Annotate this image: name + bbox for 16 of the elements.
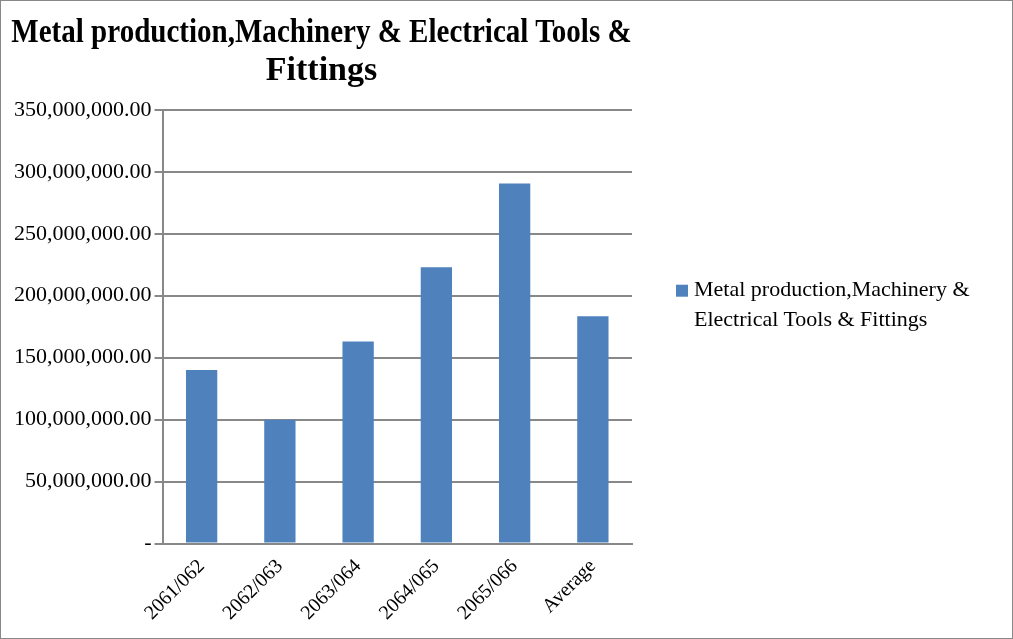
bar — [185, 370, 218, 543]
bar — [498, 183, 531, 543]
bar — [264, 419, 296, 543]
chart-title: Metal production,Machinery & Electrical Tools & Fittings — [11, 12, 632, 87]
y-tick-label: 50,000,000.00 — [25, 467, 152, 493]
legend-label: Metal production,Machinery & Electrical Tools & Fittings — [694, 276, 970, 332]
y-tick-label: - — [144, 529, 152, 555]
y-tick-label: 150,000,000.00 — [14, 343, 152, 369]
bar — [342, 341, 374, 543]
bar — [577, 316, 609, 543]
y-tick-label: 250,000,000.00 — [14, 219, 152, 245]
bar — [420, 267, 453, 543]
y-tick-label: 200,000,000.00 — [14, 281, 152, 307]
y-tick-label: 300,000,000.00 — [14, 157, 152, 183]
y-tick-label: 100,000,000.00 — [14, 405, 152, 431]
y-tick-label: 350,000,000.00 — [14, 95, 152, 121]
